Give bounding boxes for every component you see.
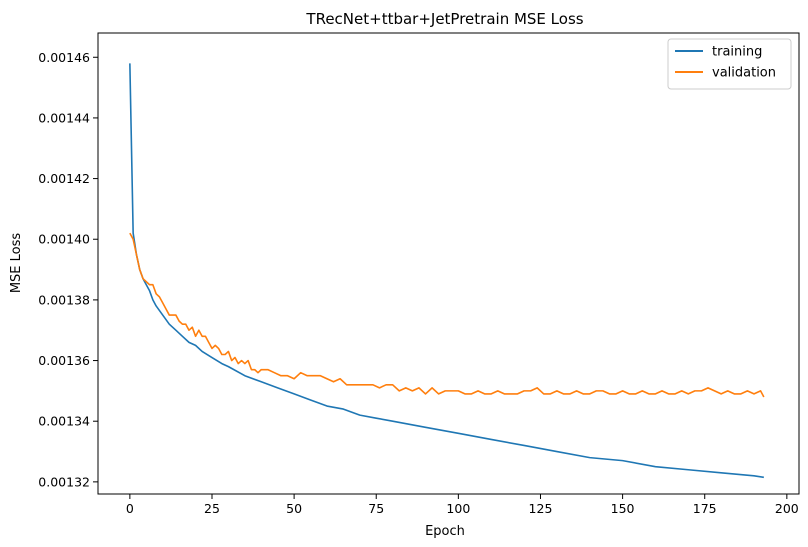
- x-axis-label: Epoch: [425, 524, 465, 539]
- x-tick-label: 150: [611, 501, 635, 516]
- y-tick-label: 0.00146: [38, 50, 90, 65]
- x-tick-label: 75: [368, 501, 384, 516]
- x-tick-label: 100: [446, 501, 470, 516]
- y-tick-label: 0.00136: [38, 353, 90, 368]
- y-axis-label: MSE Loss: [9, 233, 24, 294]
- legend-label-validation: validation: [712, 66, 776, 81]
- ticks-layer: 0 25 50 75 100 125 150 175 200 0.00132 0.00134 0.00…: [38, 50, 799, 516]
- y-tick-label: 0.00132: [38, 474, 90, 489]
- legend: training validation: [667, 38, 792, 90]
- series-line-validation: [129, 232, 765, 398]
- x-tick-label: 175: [693, 501, 717, 516]
- y-tick-label: 0.00144: [38, 110, 90, 125]
- y-tick-label: 0.00138: [38, 292, 90, 307]
- x-tick-label: 125: [529, 501, 553, 516]
- series-layer: [129, 63, 765, 479]
- chart-title: TRecNet+ttbar+JetPretrain MSE Loss: [305, 10, 583, 28]
- x-tick-label: 50: [286, 501, 302, 516]
- y-tick-label: 0.00140: [38, 232, 90, 247]
- plot-frame: [97, 32, 800, 495]
- x-tick-label: 25: [204, 501, 220, 516]
- legend-label-training: training: [712, 45, 762, 60]
- y-tick-label: 0.00142: [38, 171, 90, 186]
- x-tick-label: 200: [775, 501, 799, 516]
- series-line-training: [129, 63, 764, 479]
- x-tick-label: 0: [126, 501, 134, 516]
- y-tick-label: 0.00134: [38, 414, 90, 429]
